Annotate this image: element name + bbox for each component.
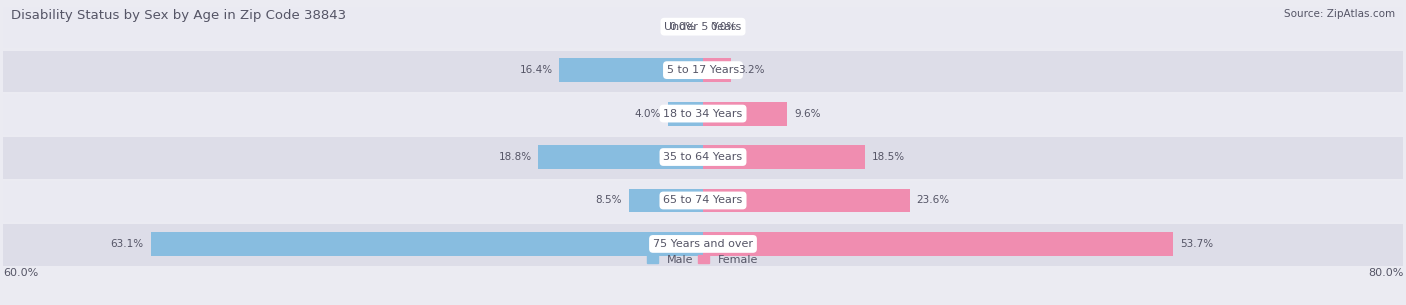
Text: 4.0%: 4.0% xyxy=(634,109,661,119)
Text: 3.2%: 3.2% xyxy=(738,65,765,75)
Text: 16.4%: 16.4% xyxy=(519,65,553,75)
Bar xyxy=(3,181,1403,222)
Bar xyxy=(560,58,703,82)
Legend: Male, Female: Male, Female xyxy=(647,255,759,265)
Bar xyxy=(538,145,703,169)
Bar xyxy=(703,232,1173,256)
Text: 35 to 64 Years: 35 to 64 Years xyxy=(664,152,742,162)
Text: 0.0%: 0.0% xyxy=(710,22,737,32)
Text: 53.7%: 53.7% xyxy=(1180,239,1213,249)
Text: 0.0%: 0.0% xyxy=(669,22,696,32)
Bar xyxy=(703,188,910,212)
Text: 80.0%: 80.0% xyxy=(1368,268,1403,278)
Bar xyxy=(703,58,731,82)
Bar xyxy=(3,94,1403,135)
Bar xyxy=(3,51,1403,92)
Bar xyxy=(703,102,787,126)
Bar xyxy=(668,102,703,126)
Text: Disability Status by Sex by Age in Zip Code 38843: Disability Status by Sex by Age in Zip C… xyxy=(11,9,346,22)
Text: 18.5%: 18.5% xyxy=(872,152,905,162)
Text: 18 to 34 Years: 18 to 34 Years xyxy=(664,109,742,119)
Text: 60.0%: 60.0% xyxy=(3,268,38,278)
Text: 63.1%: 63.1% xyxy=(111,239,143,249)
Text: 75 Years and over: 75 Years and over xyxy=(652,239,754,249)
Bar xyxy=(3,224,1403,266)
Text: 23.6%: 23.6% xyxy=(917,196,949,206)
Text: Source: ZipAtlas.com: Source: ZipAtlas.com xyxy=(1284,9,1395,19)
Text: 8.5%: 8.5% xyxy=(595,196,621,206)
Text: 65 to 74 Years: 65 to 74 Years xyxy=(664,196,742,206)
Bar xyxy=(3,138,1403,179)
Text: 9.6%: 9.6% xyxy=(794,109,821,119)
Bar xyxy=(150,232,703,256)
Text: 18.8%: 18.8% xyxy=(498,152,531,162)
Bar xyxy=(3,7,1403,48)
Bar xyxy=(703,145,865,169)
Bar xyxy=(628,188,703,212)
Text: Under 5 Years: Under 5 Years xyxy=(665,22,741,32)
Text: 5 to 17 Years: 5 to 17 Years xyxy=(666,65,740,75)
